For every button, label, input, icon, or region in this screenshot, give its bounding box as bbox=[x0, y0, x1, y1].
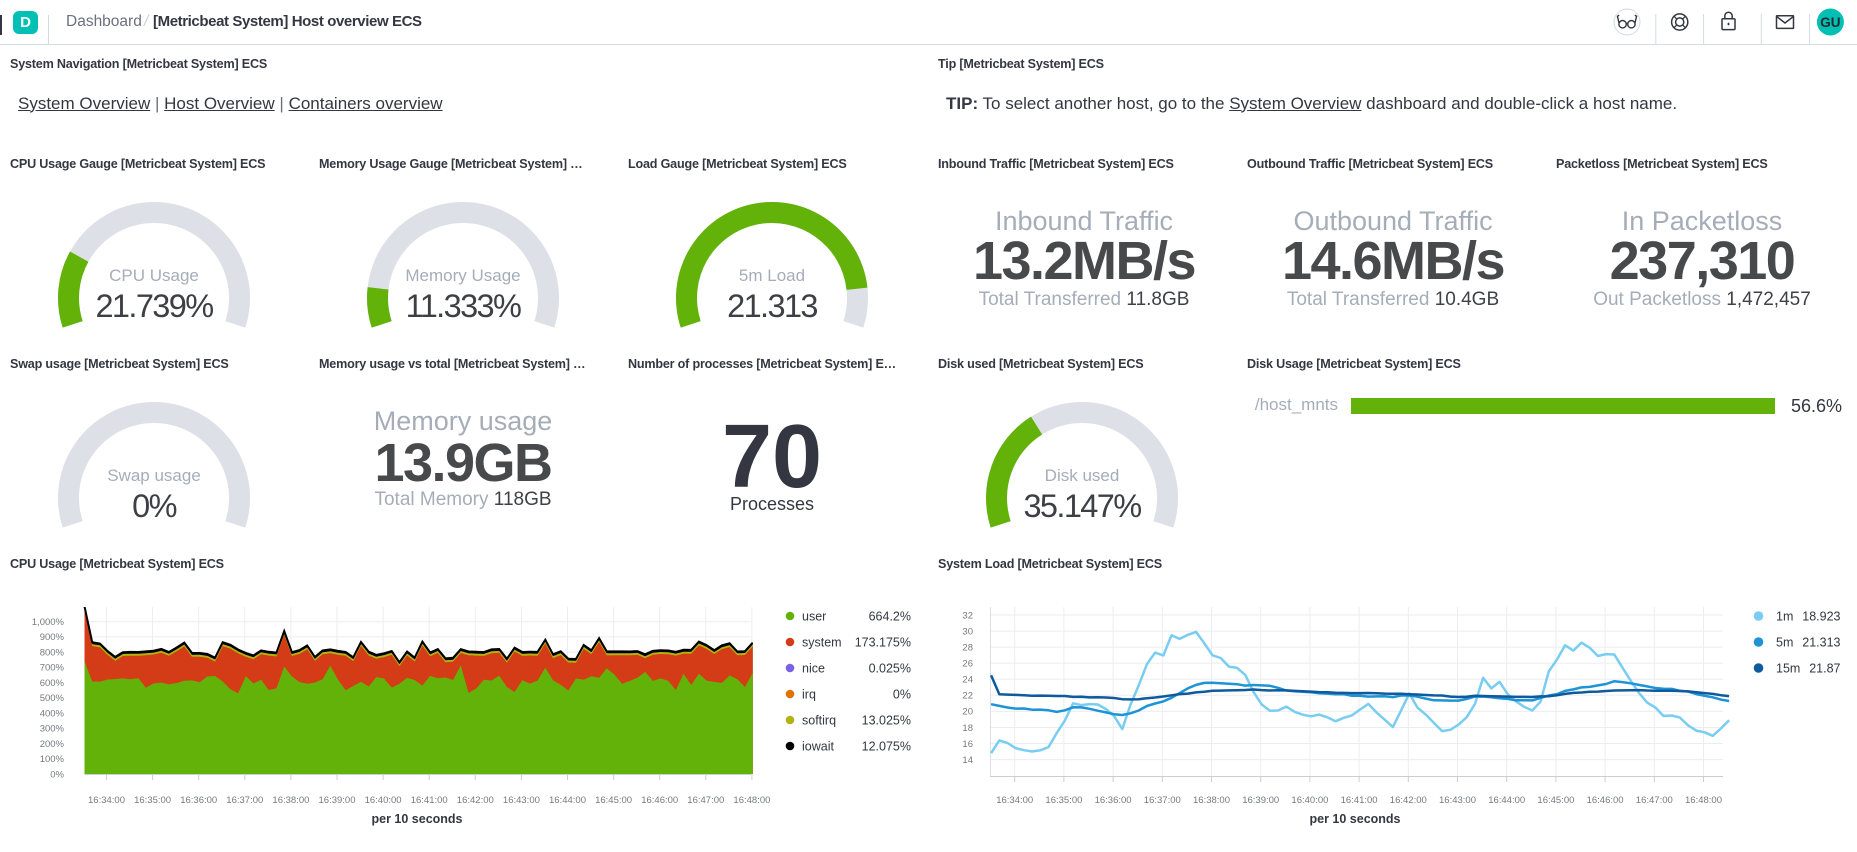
svg-text:16:45:00: 16:45:00 bbox=[1537, 795, 1574, 806]
svg-text:16:37:00: 16:37:00 bbox=[1144, 795, 1181, 806]
svg-text:13.025%: 13.025% bbox=[862, 713, 911, 727]
svg-text:16:47:00: 16:47:00 bbox=[1636, 795, 1673, 806]
svg-text:16: 16 bbox=[962, 739, 973, 750]
svg-text:16:37:00: 16:37:00 bbox=[226, 795, 263, 806]
svg-text:21.313: 21.313 bbox=[1802, 635, 1840, 649]
svg-text:400%: 400% bbox=[40, 708, 65, 719]
svg-text:200%: 200% bbox=[40, 739, 65, 750]
svg-text:100%: 100% bbox=[40, 754, 65, 765]
svg-text:12.075%: 12.075% bbox=[862, 739, 911, 753]
svg-text:16:48:00: 16:48:00 bbox=[733, 795, 770, 806]
svg-text:16:40:00: 16:40:00 bbox=[365, 795, 402, 806]
svg-text:16:38:00: 16:38:00 bbox=[1193, 795, 1230, 806]
svg-text:1m: 1m bbox=[1776, 609, 1793, 623]
svg-text:16:44:00: 16:44:00 bbox=[549, 795, 586, 806]
svg-text:16:48:00: 16:48:00 bbox=[1685, 795, 1722, 806]
svg-text:16:39:00: 16:39:00 bbox=[1242, 795, 1279, 806]
svg-text:softirq: softirq bbox=[802, 713, 836, 727]
svg-text:21.87: 21.87 bbox=[1809, 661, 1840, 675]
svg-text:15m: 15m bbox=[1776, 661, 1800, 675]
svg-text:173.175%: 173.175% bbox=[855, 635, 911, 649]
svg-text:800%: 800% bbox=[40, 648, 65, 659]
svg-text:16:45:00: 16:45:00 bbox=[595, 795, 632, 806]
svg-text:700%: 700% bbox=[40, 663, 65, 674]
svg-text:0.025%: 0.025% bbox=[869, 661, 911, 675]
svg-text:0%: 0% bbox=[50, 769, 64, 780]
svg-text:600%: 600% bbox=[40, 678, 65, 689]
svg-text:28: 28 bbox=[962, 642, 973, 653]
svg-text:iowait: iowait bbox=[802, 739, 834, 753]
svg-text:24: 24 bbox=[962, 675, 973, 686]
svg-text:16:40:00: 16:40:00 bbox=[1291, 795, 1328, 806]
svg-text:16:44:00: 16:44:00 bbox=[1488, 795, 1525, 806]
svg-text:16:42:00: 16:42:00 bbox=[457, 795, 494, 806]
svg-text:GU: GU bbox=[1820, 15, 1840, 30]
svg-text:16:35:00: 16:35:00 bbox=[134, 795, 171, 806]
svg-text:16:38:00: 16:38:00 bbox=[272, 795, 309, 806]
svg-text:5m: 5m bbox=[1776, 635, 1793, 649]
svg-text:500%: 500% bbox=[40, 693, 65, 704]
svg-text:16:43:00: 16:43:00 bbox=[1439, 795, 1476, 806]
svg-text:18.923: 18.923 bbox=[1802, 609, 1840, 623]
svg-text:664.2%: 664.2% bbox=[869, 609, 911, 623]
svg-text:14: 14 bbox=[962, 755, 973, 766]
svg-text:16:41:00: 16:41:00 bbox=[1341, 795, 1378, 806]
svg-text:irq: irq bbox=[802, 687, 816, 701]
svg-text:300%: 300% bbox=[40, 724, 65, 735]
svg-text:20: 20 bbox=[962, 707, 973, 718]
svg-text:16:36:00: 16:36:00 bbox=[180, 795, 217, 806]
svg-text:16:34:00: 16:34:00 bbox=[996, 795, 1033, 806]
svg-text:per 10 seconds: per 10 seconds bbox=[371, 812, 462, 826]
svg-text:1,000%: 1,000% bbox=[32, 617, 65, 628]
svg-text:0%: 0% bbox=[893, 687, 911, 701]
svg-text:nice: nice bbox=[802, 661, 825, 675]
svg-text:22: 22 bbox=[962, 691, 973, 702]
svg-text:16:46:00: 16:46:00 bbox=[641, 795, 678, 806]
svg-text:30: 30 bbox=[962, 626, 973, 637]
svg-text:user: user bbox=[802, 609, 826, 623]
svg-text:16:35:00: 16:35:00 bbox=[1045, 795, 1082, 806]
svg-text:system: system bbox=[802, 635, 842, 649]
svg-text:16:34:00: 16:34:00 bbox=[88, 795, 125, 806]
svg-text:16:43:00: 16:43:00 bbox=[503, 795, 540, 806]
svg-text:16:36:00: 16:36:00 bbox=[1095, 795, 1132, 806]
svg-text:16:42:00: 16:42:00 bbox=[1390, 795, 1427, 806]
svg-text:16:39:00: 16:39:00 bbox=[319, 795, 356, 806]
svg-text:16:41:00: 16:41:00 bbox=[411, 795, 448, 806]
svg-text:16:46:00: 16:46:00 bbox=[1587, 795, 1624, 806]
svg-text:32: 32 bbox=[962, 610, 973, 621]
svg-text:18: 18 bbox=[962, 723, 973, 734]
svg-text:16:47:00: 16:47:00 bbox=[687, 795, 724, 806]
svg-text:per 10 seconds: per 10 seconds bbox=[1309, 812, 1400, 826]
svg-text:900%: 900% bbox=[40, 632, 65, 643]
svg-text:26: 26 bbox=[962, 659, 973, 670]
